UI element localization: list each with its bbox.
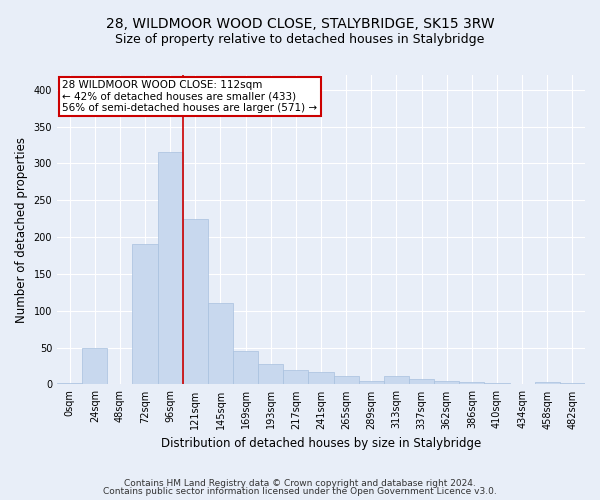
Bar bbox=[133, 244, 158, 384]
Bar bbox=[258, 364, 283, 384]
Bar bbox=[57, 383, 82, 384]
Bar bbox=[158, 152, 183, 384]
Bar bbox=[484, 383, 509, 384]
Bar bbox=[208, 304, 233, 384]
X-axis label: Distribution of detached houses by size in Stalybridge: Distribution of detached houses by size … bbox=[161, 437, 481, 450]
Bar bbox=[560, 383, 585, 384]
Bar bbox=[409, 378, 434, 384]
Bar bbox=[233, 352, 258, 384]
Text: Size of property relative to detached houses in Stalybridge: Size of property relative to detached ho… bbox=[115, 32, 485, 46]
Bar bbox=[359, 380, 384, 384]
Bar bbox=[82, 348, 107, 385]
Bar bbox=[283, 370, 308, 384]
Bar bbox=[384, 376, 409, 384]
Text: 28 WILDMOOR WOOD CLOSE: 112sqm
← 42% of detached houses are smaller (433)
56% of: 28 WILDMOOR WOOD CLOSE: 112sqm ← 42% of … bbox=[62, 80, 317, 113]
Bar bbox=[334, 376, 359, 384]
Bar bbox=[459, 382, 484, 384]
Bar bbox=[183, 218, 208, 384]
Text: 28, WILDMOOR WOOD CLOSE, STALYBRIDGE, SK15 3RW: 28, WILDMOOR WOOD CLOSE, STALYBRIDGE, SK… bbox=[106, 18, 494, 32]
Bar bbox=[308, 372, 334, 384]
Bar bbox=[434, 380, 459, 384]
Y-axis label: Number of detached properties: Number of detached properties bbox=[15, 136, 28, 322]
Bar bbox=[535, 382, 560, 384]
Text: Contains public sector information licensed under the Open Government Licence v3: Contains public sector information licen… bbox=[103, 487, 497, 496]
Text: Contains HM Land Registry data © Crown copyright and database right 2024.: Contains HM Land Registry data © Crown c… bbox=[124, 478, 476, 488]
